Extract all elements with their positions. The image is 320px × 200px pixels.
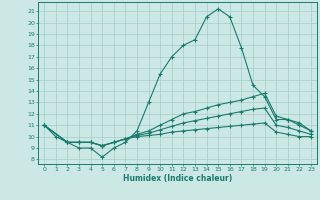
X-axis label: Humidex (Indice chaleur): Humidex (Indice chaleur) — [123, 174, 232, 183]
